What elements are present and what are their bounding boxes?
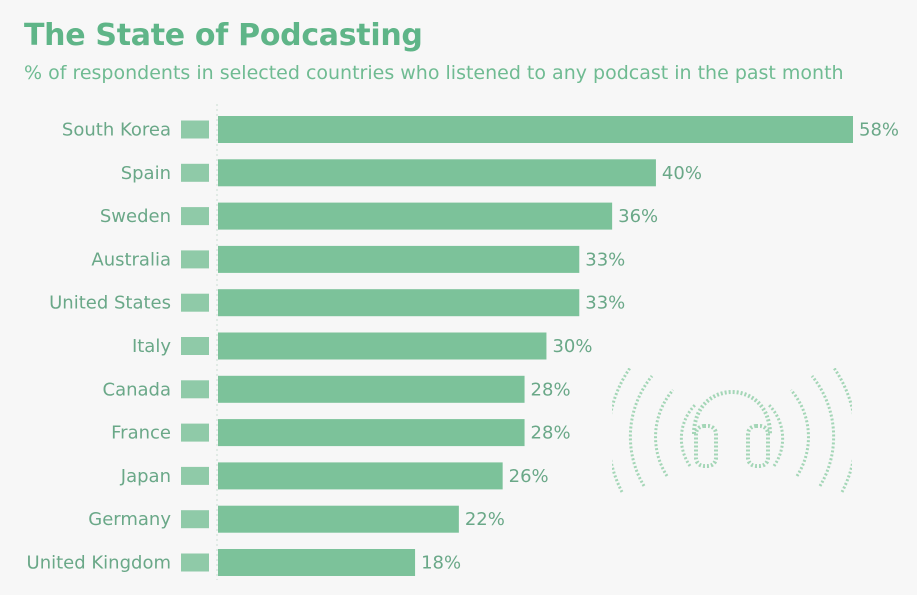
value-label: 28%: [531, 423, 571, 444]
headphones-icon: [612, 368, 852, 493]
chart-title: The State of Podcasting: [24, 18, 423, 53]
bar: [218, 289, 580, 317]
category-label: Sweden: [100, 206, 171, 227]
bar: [218, 202, 613, 230]
bar: [218, 462, 503, 490]
flag-united-kingdom-icon: [181, 553, 209, 572]
bar: [218, 549, 416, 576]
category-label: Germany: [88, 509, 171, 530]
flag-australia-icon: [181, 250, 209, 269]
bar: [218, 159, 656, 187]
bar: [218, 375, 525, 403]
category-label: Canada: [103, 379, 172, 400]
category-label: Spain: [121, 163, 171, 184]
value-label: 26%: [509, 466, 549, 487]
category-label: Italy: [132, 336, 171, 357]
value-label: 28%: [531, 379, 571, 400]
category-label: Australia: [91, 249, 171, 270]
value-label: 33%: [585, 293, 625, 314]
value-label: 36%: [618, 206, 658, 227]
chart-subtitle: % of respondents in selected countries w…: [24, 62, 844, 84]
value-label: 18%: [421, 553, 461, 574]
flag-south-korea-icon: [181, 120, 209, 139]
flag-canada-icon: [181, 380, 209, 399]
flag-spain-icon: [181, 163, 209, 182]
flag-japan-icon: [181, 466, 209, 485]
flag-sweden-icon: [181, 207, 209, 226]
bar: [218, 419, 525, 447]
category-label: South Korea: [62, 120, 171, 141]
bar: [218, 245, 580, 273]
bar: [218, 505, 459, 533]
category-label: United States: [49, 293, 171, 314]
category-label: France: [111, 423, 171, 444]
category-label: Japan: [120, 466, 171, 487]
bar: [218, 116, 853, 143]
value-label: 40%: [662, 163, 702, 184]
value-label: 58%: [859, 120, 899, 141]
flag-france-icon: [181, 423, 209, 442]
flag-united-states-icon: [181, 293, 209, 312]
category-label: United Kingdom: [27, 553, 171, 574]
flag-germany-icon: [181, 510, 209, 529]
value-label: 30%: [552, 336, 592, 357]
value-label: 33%: [585, 249, 625, 270]
value-label: 22%: [465, 509, 505, 530]
bar: [218, 332, 547, 360]
flag-italy-icon: [181, 337, 209, 355]
